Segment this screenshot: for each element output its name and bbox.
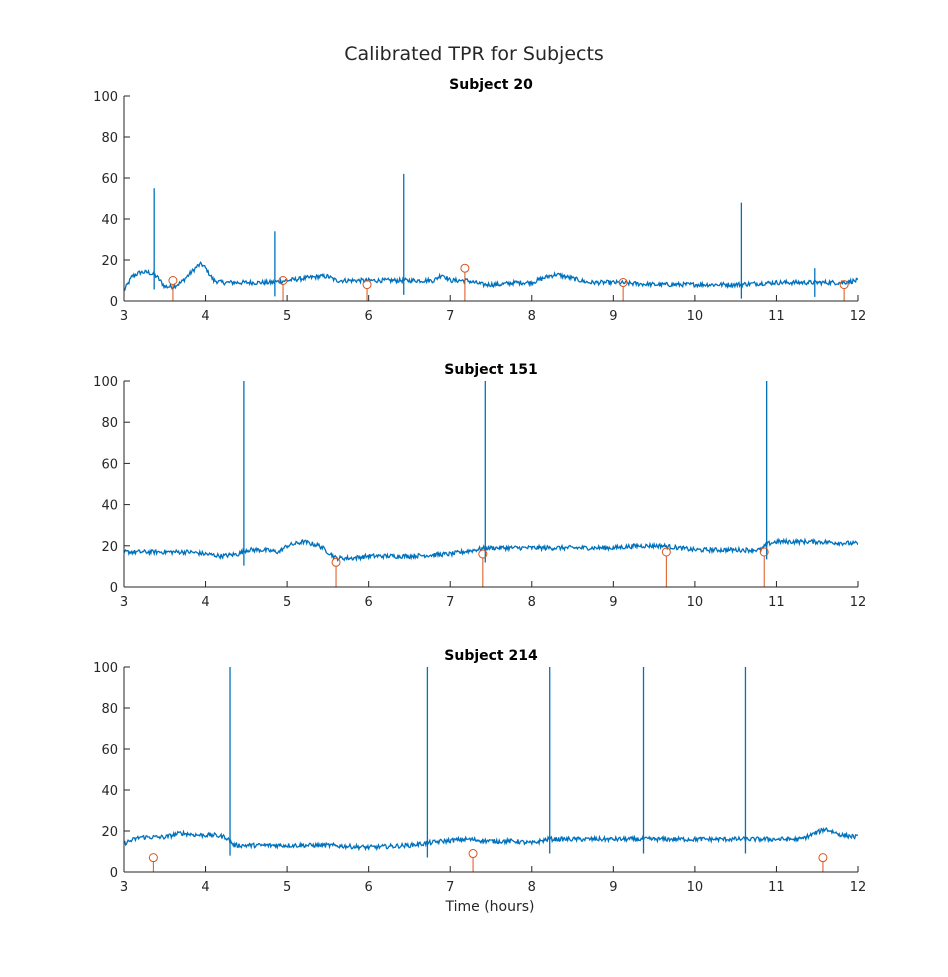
x-tick-label: 5 [283, 309, 291, 324]
x-tick-label: 12 [850, 595, 867, 610]
signal-line [124, 537, 858, 563]
stem-marker [818, 853, 828, 863]
stem-marker [460, 263, 470, 273]
x-tick-label: 3 [120, 309, 128, 324]
y-tick-label: 80 [101, 131, 118, 146]
x-tick-label: 6 [365, 309, 373, 324]
x-tick-label: 7 [446, 880, 454, 895]
x-tick-label: 10 [687, 309, 704, 324]
stem-marker [168, 276, 178, 285]
y-tick-label: 60 [101, 172, 118, 187]
y-tick-label: 0 [110, 295, 118, 310]
x-tick-label: 5 [283, 595, 291, 610]
x-tick-label: 3 [120, 595, 128, 610]
y-tick-label: 20 [101, 540, 118, 555]
x-tick-label: 4 [201, 309, 209, 324]
subplot-title: Subject 151 [444, 362, 537, 378]
x-tick-label: 8 [528, 309, 536, 324]
y-tick-label: 100 [93, 375, 118, 390]
y-tick-label: 100 [93, 661, 118, 676]
figure-title: Calibrated TPR for Subjects [344, 43, 604, 65]
subplot-3: Subject 214 3 4 5 6 7 8 9 10 11 12 0 20 40 60 80 100 [93, 648, 866, 895]
y-tick-label: 0 [110, 581, 118, 596]
stem-marker [468, 849, 478, 859]
x-tick-label: 9 [609, 595, 617, 610]
y-tick-label: 0 [110, 866, 118, 881]
x-tick-label: 8 [528, 595, 536, 610]
signal-line [124, 826, 858, 852]
y-tick-label: 80 [101, 702, 118, 717]
x-tick-label: 5 [283, 880, 291, 895]
x-tick-label: 4 [201, 595, 209, 610]
stem-marker [759, 547, 769, 557]
stem-marker [278, 276, 288, 285]
x-tick-label: 12 [850, 880, 867, 895]
stem-marker [331, 557, 341, 567]
stem-marker [618, 278, 628, 288]
y-tick-label: 80 [101, 416, 118, 431]
x-tick-label: 9 [609, 309, 617, 324]
stem-marker [148, 853, 158, 863]
x-tick-label: 11 [768, 880, 785, 895]
y-tick-label: 60 [101, 743, 118, 758]
x-tick-label: 8 [528, 880, 536, 895]
x-tick-label: 11 [768, 595, 785, 610]
stem-marker [478, 549, 488, 559]
y-tick-label: 60 [101, 457, 118, 472]
subplot-panels: Subject 203 4 5 6 7 8 9 10 11 12020406080100Subje… [93, 77, 866, 895]
x-tick-label: 12 [850, 309, 867, 324]
x-tick-label: 7 [446, 595, 454, 610]
stem-marker [661, 547, 671, 557]
subplot-1: Subject 20 3 4 5 6 7 8 9 10 11 12 0 20 40 60 80 100 [93, 77, 866, 324]
subplot-title: Subject 20 [449, 77, 533, 93]
y-tick-label: 40 [101, 213, 118, 228]
x-tick-label: 7 [446, 309, 454, 324]
y-tick-label: 40 [101, 784, 118, 799]
y-tick-label: 20 [101, 254, 118, 269]
y-tick-label: 20 [101, 825, 118, 840]
x-tick-label: 4 [201, 880, 209, 895]
y-tick-label: 40 [101, 499, 118, 514]
x-tick-label: 11 [768, 309, 785, 324]
x-tick-label: 10 [687, 880, 704, 895]
subplot-2: Subject 151 3 4 5 6 7 8 9 10 11 12 0 20 40 60 80 100 [93, 362, 866, 610]
stem-marker [839, 280, 849, 290]
y-tick-label: 100 [93, 90, 118, 105]
subplot-title: Subject 214 [444, 648, 538, 664]
x-tick-label: 3 [120, 880, 128, 895]
x-tick-label: 10 [687, 595, 704, 610]
x-tick-label: 6 [365, 595, 373, 610]
x-tick-label: 9 [609, 880, 617, 895]
x-tick-label: 6 [365, 880, 373, 895]
signal-line [124, 260, 858, 291]
x-axis-label: Time (hours) [445, 899, 535, 915]
stem-marker [362, 280, 372, 290]
